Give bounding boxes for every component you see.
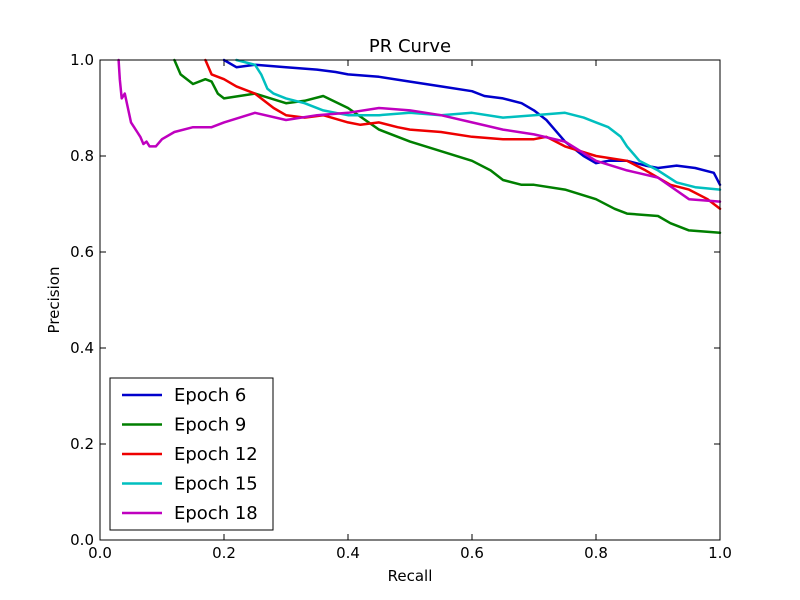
legend-label-2: Epoch 9 [174,415,246,436]
x-tick-label: 0.8 [584,544,608,562]
x-tick-label: 0.4 [336,544,360,562]
axis-ticks: 0.0 0.2 0.4 0.6 0.8 1.0 0.0 0.2 0.4 0.6 0.8 1.0 [70,51,732,562]
y-tick-label: 0.8 [70,147,94,165]
y-axis-label: Precision [45,267,63,334]
x-tick-label: 0.6 [460,544,484,562]
series-line-2 [173,58,722,235]
x-tick-label: 0.2 [212,544,236,562]
y-tick-label: 0.2 [70,435,94,453]
y-tick-label: 0.6 [70,243,94,261]
legend: Epoch 6 Epoch 9 Epoch 12 Epoch 15 Epoch 18 [109,377,274,531]
x-tick-label: 1.0 [708,544,732,562]
series-line-3 [204,58,722,211]
x-tick-label: 0.0 [88,544,112,562]
series-line-5 [117,58,722,203]
series-line-4 [235,58,722,191]
series-lines [117,58,722,235]
legend-label-4: Epoch 15 [174,474,258,495]
legend-label-1: Epoch 6 [174,385,246,406]
y-tick-label: 1.0 [70,51,94,69]
legend-label-5: Epoch 18 [174,503,258,524]
legend-label-3: Epoch 12 [174,444,258,465]
x-axis-label: Recall [388,567,433,585]
y-tick-label: 0.0 [70,531,94,549]
y-tick-label: 0.4 [70,339,94,357]
plot-frame [99,59,721,541]
chart-title: PR Curve [369,36,451,57]
